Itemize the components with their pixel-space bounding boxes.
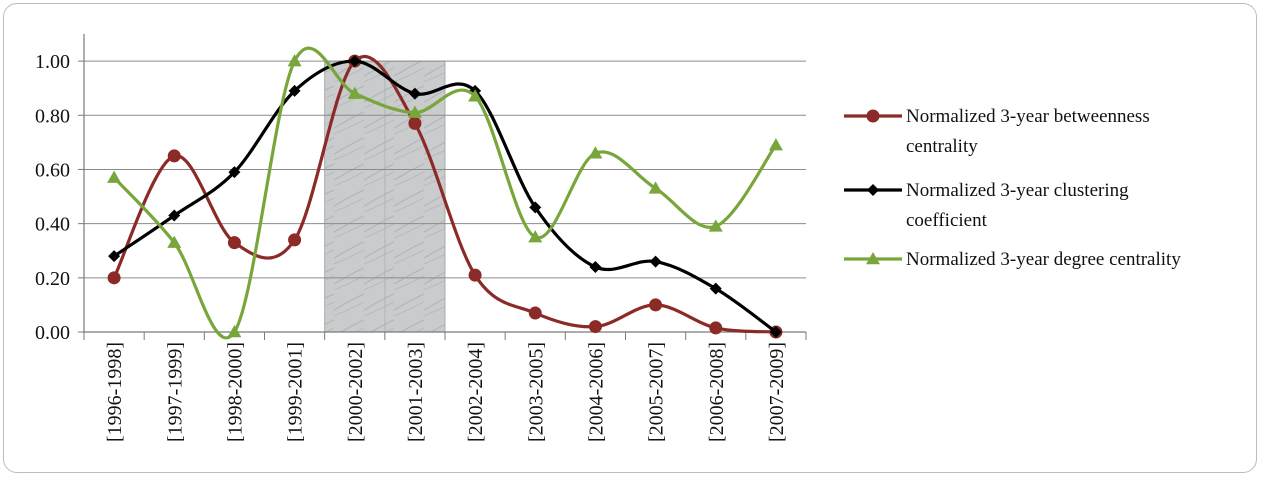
legend-label-line: centrality <box>906 136 978 157</box>
y-tick-label: 0.40 <box>35 214 70 236</box>
x-tick-label: [1999-2001] <box>285 342 307 442</box>
legend-label: Normalized 3-year clustering coefficient <box>906 180 1129 231</box>
y-tick-label: 0.80 <box>35 105 70 127</box>
axis-layer: 0.00 0.20 0.40 0.60 0.80 1.00 [1996-1998] [1997… <box>35 34 807 442</box>
x-tick-label: [2007-2009] <box>766 342 788 442</box>
line-chart: 0.00 0.20 0.40 0.60 0.80 1.00 [1996-1998] [1997… <box>35 34 1181 442</box>
x-tick-label: [1996-1998] <box>104 342 126 442</box>
series-normalized-3-year-betweenness-centrality <box>107 54 783 339</box>
data-point <box>709 321 723 335</box>
x-tick-label: [1998-2000] <box>224 342 246 442</box>
x-tick-label: [2005-2007] <box>646 342 668 442</box>
x-tick-label: [2000-2002] <box>345 342 367 442</box>
data-point <box>228 166 241 179</box>
legend-label-line: Normalized 3-year clustering <box>906 180 1129 201</box>
data-point <box>769 326 782 338</box>
data-point <box>347 86 362 99</box>
legend-entry-normalized-3-year-clustering-coefficient: Normalized 3-year clustering coefficient <box>844 180 1129 231</box>
legend-label: Normalized 3-year betweenness centrality <box>906 106 1150 157</box>
legend-marker <box>866 252 880 265</box>
data-point <box>589 260 602 273</box>
data-point <box>468 89 483 102</box>
data-point <box>288 233 302 247</box>
x-tick-label: [2003-2005] <box>525 342 547 442</box>
series-layer <box>107 46 783 340</box>
x-tick-label: [2004-2006] <box>585 342 607 442</box>
legend-label: Normalized 3-year degree centrality <box>906 249 1181 270</box>
data-point <box>648 181 663 194</box>
legend-marker <box>866 109 880 123</box>
data-point <box>288 84 301 97</box>
data-point <box>227 325 242 338</box>
series-normalized-3-year-degree-centrality <box>107 46 783 340</box>
data-point <box>287 54 302 67</box>
data-point <box>709 282 722 295</box>
data-point <box>528 306 542 320</box>
y-tick-label: 0.00 <box>35 322 70 344</box>
data-point <box>168 209 181 222</box>
data-point <box>649 255 662 268</box>
data-point <box>167 149 181 163</box>
data-point <box>408 87 421 100</box>
legend-entry-normalized-3-year-betweenness-centrality: Normalized 3-year betweenness centrality <box>844 106 1150 157</box>
data-point <box>227 236 241 250</box>
data-point <box>649 298 663 312</box>
data-point <box>528 230 543 243</box>
x-tick-label: [2002-2004] <box>465 342 487 442</box>
x-tick-label: [2001-2003] <box>405 342 427 442</box>
data-point <box>588 146 603 159</box>
data-point <box>167 235 182 248</box>
legend: Normalized 3-year betweenness centralityN… <box>844 106 1181 270</box>
series-normalized-3-year-clustering-coefficient <box>108 55 782 338</box>
data-point <box>529 201 542 214</box>
chart-frame: 0.00 0.20 0.40 0.60 0.80 1.00 [1996-1998] [1997… <box>3 3 1257 473</box>
legend-label-line: coefficient <box>906 210 988 231</box>
x-tick-label: [1997-1999] <box>164 342 186 442</box>
y-tick-label: 0.20 <box>35 268 70 290</box>
legend-entry-normalized-3-year-degree-centrality: Normalized 3-year degree centrality <box>844 249 1181 270</box>
data-point <box>107 271 121 285</box>
data-point <box>108 250 121 263</box>
y-tick-label: 1.00 <box>35 51 70 73</box>
data-point <box>107 170 122 183</box>
data-point <box>407 105 422 118</box>
data-point <box>468 268 482 282</box>
y-tick-label: 0.60 <box>35 159 70 181</box>
legend-label-line: Normalized 3-year degree centrality <box>906 249 1181 270</box>
legend-label-line: Normalized 3-year betweenness <box>906 106 1150 127</box>
legend-marker <box>867 184 879 196</box>
data-point <box>408 116 422 130</box>
data-point <box>708 219 723 232</box>
highlight-band-layer <box>324 60 446 333</box>
data-point <box>348 55 361 68</box>
data-point <box>768 138 783 151</box>
data-point <box>588 320 602 334</box>
x-tick-label: [2006-2008] <box>706 342 728 442</box>
